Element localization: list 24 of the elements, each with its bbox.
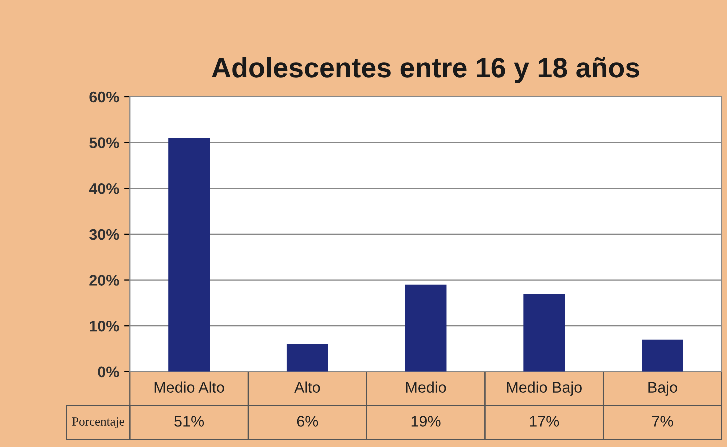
y-tick-label: 0% <box>98 366 120 378</box>
chart-title: Adolescentes entre 16 y 18 años <box>212 57 640 84</box>
data-label: 19% <box>412 416 441 427</box>
y-tick-label: 20% <box>90 275 120 286</box>
y-tick-label: 60% <box>90 92 120 103</box>
data-label: 17% <box>530 416 560 427</box>
data-label: 7% <box>652 416 674 427</box>
x-tick-label: Bajo <box>648 382 678 396</box>
y-tick-label: 50% <box>90 138 120 149</box>
bar <box>168 138 210 372</box>
y-tick-label: 40% <box>89 184 120 194</box>
x-tick-label: Medio <box>406 382 446 393</box>
y-tick-label: 30% <box>89 229 120 240</box>
x-tick-label: Alto <box>294 382 320 393</box>
bar <box>405 284 447 372</box>
data-label: 51% <box>174 416 204 427</box>
text: Porcentaje <box>72 418 124 428</box>
y-tick-label: 10% <box>90 320 120 332</box>
x-tick-label: Medio Bajo <box>507 382 582 396</box>
bar <box>642 340 684 372</box>
bar <box>286 344 328 372</box>
x-tick-label: Medio Alto <box>154 382 224 393</box>
bar <box>524 294 566 372</box>
data-label: 6% <box>297 416 318 427</box>
